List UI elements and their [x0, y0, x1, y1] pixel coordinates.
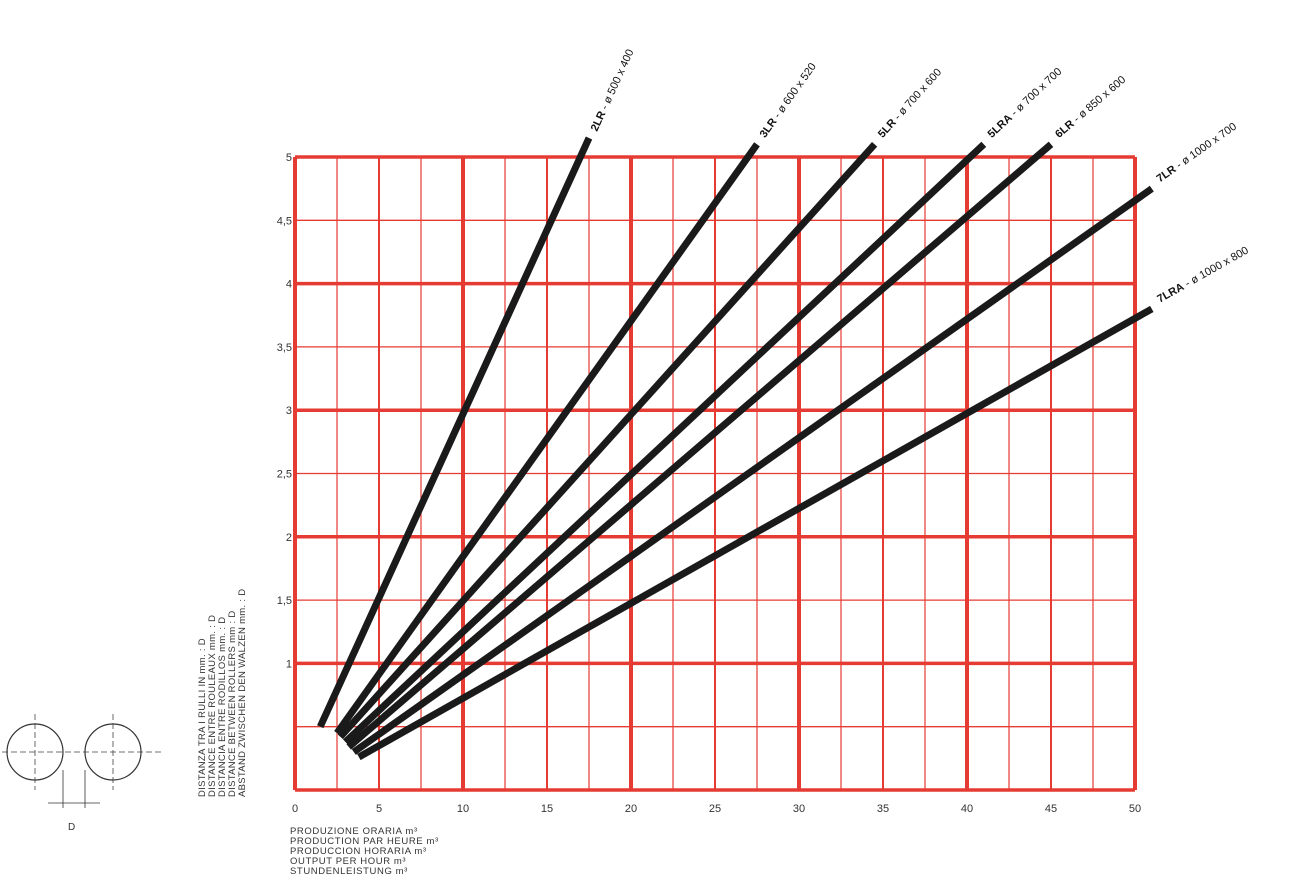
x-tick-label: 40	[961, 803, 973, 815]
series-line	[334, 142, 760, 736]
series-label: 7LR - ø 1000 x 700	[1155, 121, 1239, 185]
y-axis-label: DISTANZA TRA I RULLI IN mm. : D DISTANCE…	[197, 589, 248, 797]
x-axis-label-line: PRODUCTION PAR HEURE m³	[290, 836, 439, 847]
series-spec: - ø 700 x 600	[890, 66, 944, 124]
y-tick-label: 2,5	[277, 469, 292, 481]
y-tick-label: 4,5	[277, 215, 292, 227]
series-spec: - ø 850 x 600	[1069, 74, 1128, 127]
y-tick-labels: 1 1,5 2 2,5 3 3,5 4 4,5 5	[277, 152, 292, 670]
x-tick-label: 30	[793, 803, 805, 815]
series-spec: - ø 700 x 700	[1007, 66, 1065, 121]
series-line	[357, 305, 1154, 761]
series-spec: - ø 600 x 520	[770, 61, 819, 123]
y-axis-label-line: DISTANCIA ENTRE RODILLOS mm. : D	[217, 617, 228, 797]
y-axis-label-line: DISTANZA TRA I RULLI IN mm. : D	[197, 638, 208, 797]
series-spec: - ø 1000 x 700	[1172, 121, 1239, 173]
series-label: 7LRA - ø 1000 x 800	[1155, 245, 1250, 306]
roller-gap-diagram: D	[2, 714, 162, 833]
series-label: 2LR - ø 500 x 400	[589, 48, 637, 134]
x-tick-label: 10	[457, 803, 469, 815]
y-tick-label: 1,5	[277, 595, 292, 607]
x-tick-label: 5	[376, 803, 382, 815]
x-axis-label-line: PRODUZIONE ORARIA m³	[290, 826, 418, 837]
gap-dimension-label: D	[68, 822, 75, 833]
x-tick-label: 35	[877, 803, 889, 815]
x-tick-label: 50	[1129, 803, 1141, 815]
series-labels: 2LR - ø 500 x 400 3LR - ø 600 x 520 5LR - …	[589, 48, 1251, 306]
x-tick-label: 0	[292, 803, 298, 815]
y-tick-label: 5	[286, 152, 292, 164]
x-axis-label-line: STUNDENLEISTUNG m³	[290, 866, 408, 877]
x-tick-labels: 0 5 10 15 20 25 30 35 40 45 50	[292, 803, 1141, 815]
x-axis-label-line: PRODUCCION HORARIA m³	[290, 846, 427, 857]
series-label: 5LRA - ø 700 x 700	[986, 66, 1065, 141]
y-tick-label: 2	[286, 532, 292, 544]
series-line	[317, 136, 593, 729]
y-tick-label: 3,5	[277, 342, 292, 354]
x-tick-label: 20	[625, 803, 637, 815]
series-label: 5LR - ø 700 x 600	[876, 66, 944, 140]
x-axis-label: PRODUZIONE ORARIA m³ PRODUCTION PAR HEUR…	[290, 826, 439, 877]
series-lines	[317, 136, 1154, 761]
x-tick-label: 25	[709, 803, 721, 815]
series-spec: - ø 500 x 400	[597, 48, 636, 115]
x-tick-label: 45	[1045, 803, 1057, 815]
series-line	[343, 141, 987, 745]
series-label: 6LR - ø 850 x 600	[1053, 74, 1128, 141]
y-axis-label-line: DISTANCE BETWEEN ROLLERS mm : D	[227, 611, 238, 797]
series-line	[351, 185, 1154, 755]
x-axis-label-line: OUTPUT PER HOUR m³	[290, 856, 406, 867]
y-axis-label-line: ABSTAND ZWISCHEN DEN WALZEN mm. : D	[237, 589, 248, 797]
series-spec: - ø 1000 x 800	[1180, 245, 1250, 292]
grid	[293, 155, 1137, 792]
x-tick-label: 15	[541, 803, 553, 815]
series-label: 3LR - ø 600 x 520	[758, 61, 819, 140]
y-axis-label-line: DISTANCE ENTRE ROULEAUX mm. : D	[207, 615, 218, 797]
y-tick-label: 1	[286, 658, 292, 670]
y-tick-label: 4	[286, 279, 292, 291]
series-line	[346, 141, 1054, 750]
series-line	[337, 141, 878, 740]
y-tick-label: 3	[286, 405, 292, 417]
